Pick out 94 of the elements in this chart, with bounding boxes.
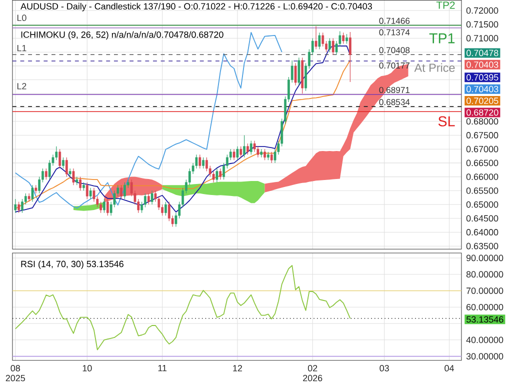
y-tick-label: 90.00000	[466, 254, 504, 262]
text: 0.70395	[466, 74, 498, 81]
candlestick	[332, 38, 334, 56]
candlestick	[236, 146, 239, 161]
y-tick-label: 70.00000	[466, 288, 504, 294]
candlestick	[100, 202, 102, 214]
y-tick-label: 0.72000	[466, 8, 498, 14]
candlestick	[103, 198, 106, 214]
candlestick	[294, 63, 297, 86]
annotation: L0	[17, 14, 26, 22]
candlestick	[318, 32, 321, 50]
candlestick	[68, 168, 72, 178]
annotation: SL	[438, 116, 455, 127]
y-tick-label: 40.00000	[466, 336, 504, 344]
candlestick	[147, 193, 150, 206]
x-tick-label: 08 2025	[6, 365, 26, 382]
candlestick	[198, 154, 202, 169]
text: ICHIMOKU (9, 26, 52) n/a/n/a/n/a/0.70478/0.68720	[21, 31, 224, 40]
y-tick-label: 60.00000	[466, 304, 504, 311]
x-tick-label: 11	[158, 365, 167, 372]
candlestick	[65, 157, 68, 178]
text: 0.70478	[466, 50, 498, 56]
x-tick-label: 12	[233, 365, 242, 372]
candlestick	[264, 148, 266, 161]
candlestick	[342, 32, 345, 44]
y-tick-label: 0.71500	[466, 21, 498, 28]
text: RSI (14, 70, 30) 53.13546	[21, 260, 124, 270]
ref-line-label: 0.68534	[379, 99, 410, 106]
candlestick	[28, 193, 30, 202]
x-tick-label: 02 2026	[303, 365, 322, 382]
candlestick	[144, 193, 146, 208]
candlestick	[219, 168, 222, 180]
annotation: At Price	[414, 64, 455, 72]
y-tick-label: 0.68000	[466, 118, 498, 125]
y-tick-label: 0.63500	[466, 243, 498, 250]
chart-title: AUDUSD - Daily - Candlestick 137/190 - O:0.71022 - H:0.71226 - L:0.69420 - C:0.70403	[20, 3, 372, 12]
y-tick-label: 0.67000	[466, 146, 498, 152]
candlestick	[31, 185, 34, 202]
candlestick	[164, 202, 167, 216]
candlestick	[79, 176, 82, 192]
candlestick	[150, 190, 154, 206]
candlestick	[346, 34, 348, 44]
y-tick-label: 30.00000	[466, 353, 504, 360]
candlestick	[243, 135, 246, 158]
y-tick-label: 0.67500	[466, 132, 498, 139]
candlestick	[246, 143, 249, 156]
annotation: TP2	[436, 2, 455, 9]
y-tick-label: 0.71000	[466, 35, 498, 42]
candlestick	[202, 157, 204, 169]
candlestick	[62, 157, 64, 169]
y-tick-label: 0.64000	[466, 229, 498, 236]
candlestick	[58, 148, 61, 169]
candlestick	[322, 32, 324, 48]
candlestick	[21, 198, 24, 214]
y-tick-label: 0.66000	[466, 174, 498, 180]
ref-line-label: 0.71466	[379, 18, 410, 24]
x-tick-label: 10	[82, 365, 92, 372]
y-tick-label: 80.00000	[466, 271, 504, 278]
candlestick	[314, 26, 318, 50]
text: 0.68720	[466, 110, 498, 116]
candlestick	[72, 168, 75, 186]
candlestick	[298, 58, 300, 86]
annotation: L2	[17, 83, 26, 90]
candlestick	[232, 148, 236, 161]
candlestick	[89, 188, 92, 200]
text: 0.70403	[466, 62, 498, 68]
candlestick	[240, 146, 242, 158]
candlestick	[106, 198, 109, 216]
text: 0.70403	[466, 86, 498, 92]
candlestick	[86, 182, 88, 200]
annotation: L1	[17, 45, 26, 52]
candlestick	[124, 182, 126, 200]
annotation: TP1	[429, 34, 455, 44]
y-tick-label: 0.65000	[466, 202, 498, 208]
x-tick-label: 04	[444, 365, 454, 372]
candlestick	[216, 168, 218, 183]
candlestick	[328, 38, 331, 53]
text: 53.13546	[466, 316, 504, 323]
candlestick	[14, 198, 17, 214]
candlestick	[120, 185, 122, 200]
y-tick-label: 0.64500	[466, 215, 498, 222]
line-series	[14, 32, 282, 209]
candlestick	[18, 202, 20, 214]
candlestick	[348, 32, 352, 83]
candlestick	[206, 157, 208, 172]
x-tick-label: 03	[380, 365, 389, 372]
y-tick-label: 0.66500	[466, 160, 498, 166]
candlestick	[44, 168, 48, 180]
y-tick-label: 0.65500	[466, 188, 498, 194]
ref-line-label: 0.71374	[379, 29, 410, 36]
ref-line-label: 0.70408	[379, 47, 410, 54]
candlestick	[270, 152, 273, 164]
candlestick	[250, 140, 252, 156]
text: 0.70205	[466, 98, 498, 104]
